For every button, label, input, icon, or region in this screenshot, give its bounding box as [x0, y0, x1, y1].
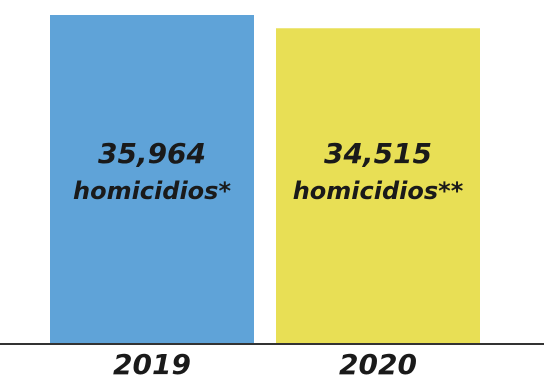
- bar-2020: [276, 28, 480, 345]
- data-label-text-2019: homicidios*: [73, 177, 231, 205]
- data-label-number-2020: 34,515: [324, 137, 432, 170]
- data-label-text-2020: homicidios**: [293, 177, 464, 205]
- data-labels-group: 35,964 homicidios* 34,515 homicidios**: [73, 137, 464, 205]
- bars-group: [50, 15, 480, 345]
- x-tick-labels-group: 2019 2020: [113, 348, 417, 380]
- x-tick-label-2019: 2019: [113, 348, 191, 380]
- x-tick-label-2020: 2020: [339, 348, 417, 380]
- data-label-number-2019: 35,964: [98, 137, 206, 170]
- bar-2019: [50, 15, 254, 344]
